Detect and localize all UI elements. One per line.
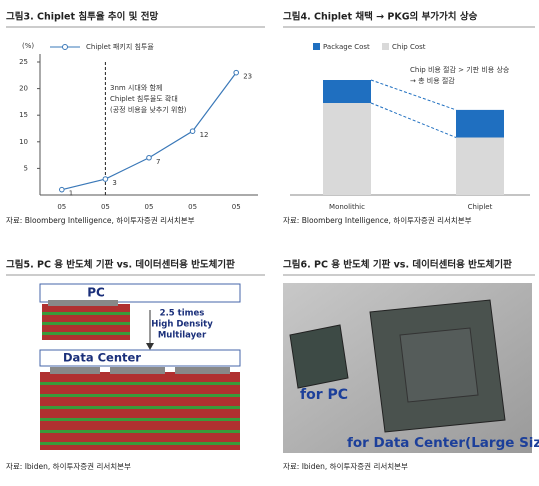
legend-label: Chiplet 패키지 침투율: [86, 42, 154, 51]
data-label: 3: [112, 179, 116, 187]
y-tick-label: 15: [19, 111, 28, 119]
x-tick-label: 05: [232, 203, 241, 211]
legend-swatch: [313, 43, 320, 50]
data-label: 12: [200, 131, 209, 139]
arrow-head: [146, 343, 154, 350]
marker: [146, 154, 152, 161]
marker: [233, 69, 239, 76]
bar-segment: [323, 80, 371, 103]
connector: [370, 102, 457, 138]
x-tick-label: Monolithic: [329, 203, 365, 211]
annotation: (공정 비용을 낮추기 위함): [110, 105, 187, 114]
die: [399, 327, 479, 403]
connector: [370, 79, 457, 111]
marker: [102, 176, 109, 182]
figure-title: 그림5. PC 용 반도체 기판 vs. 데이터센터용 반도체기판: [6, 259, 235, 271]
label-box: [39, 349, 241, 367]
legend-swatch: [382, 43, 389, 50]
axis-label: (%): [22, 42, 34, 50]
note: High Density: [151, 320, 213, 330]
bar-segment: [323, 103, 371, 195]
figure-title: 그림3. Chiplet 침투율 추이 및 전망: [6, 11, 158, 23]
label: for Data Center(Large Size): [347, 435, 539, 451]
figure-title: 그림6. PC 용 반도체 기판 vs. 데이터센터용 반도체기판: [283, 259, 512, 271]
x-tick-label: 05: [145, 203, 154, 211]
y-tick-label: 25: [19, 58, 28, 66]
legend-label: Chip Cost: [392, 43, 426, 51]
bar-segment: [456, 137, 504, 195]
label: PC: [87, 286, 105, 300]
legend-marker: [62, 44, 68, 50]
annotation: Chip 비용 절감 > 기판 비용 상승: [410, 65, 510, 74]
annotation: → 총 비용 절감: [410, 76, 455, 85]
marker: [59, 186, 65, 193]
legend-label: Package Cost: [323, 43, 370, 51]
x-tick-label: 05: [101, 203, 110, 211]
label-box: [39, 283, 241, 303]
y-tick-label: 20: [19, 85, 28, 93]
chip: [48, 300, 118, 306]
note: Multilayer: [158, 331, 207, 341]
data-label: 7: [156, 158, 160, 166]
source: 자료: Ibiden, 하이투자증권 리서치본부: [283, 461, 408, 471]
y-tick-label: 10: [19, 138, 28, 146]
x-tick-label: 05: [57, 203, 66, 211]
source: 자료: Bloomberg Intelligence, 하이투자증권 리서치본부: [6, 215, 195, 225]
label: Data Center: [63, 351, 141, 365]
chip: [289, 324, 349, 389]
note: 2.5 times: [160, 309, 205, 319]
x-tick-label: 05: [188, 203, 197, 211]
source: 자료: Ibiden, 하이투자증권 리서치본부: [6, 461, 131, 471]
marker: [189, 128, 196, 134]
figure-title: 그림4. Chiplet 채택 → PKG의 부가가치 상승: [283, 11, 478, 23]
x-tick-label: Chiplet: [468, 203, 493, 211]
y-tick-label: 5: [24, 164, 28, 172]
annotation: 3nm 시대와 함께: [110, 83, 162, 92]
annotation: Chiplet 침투율도 확대: [110, 94, 178, 103]
substrate-photo: for PC for Data Center(Large Size): [283, 283, 539, 453]
data-label: 1: [69, 190, 73, 198]
substrate-diagram: PC 2.5 times High Density Multilayer Dat…: [39, 283, 241, 450]
data-label: 23: [243, 73, 252, 81]
label: for PC: [300, 387, 348, 403]
source: 자료: Bloomberg Intelligence, 하이투자증권 리서치본부: [283, 215, 472, 225]
bar-segment: [456, 109, 504, 138]
